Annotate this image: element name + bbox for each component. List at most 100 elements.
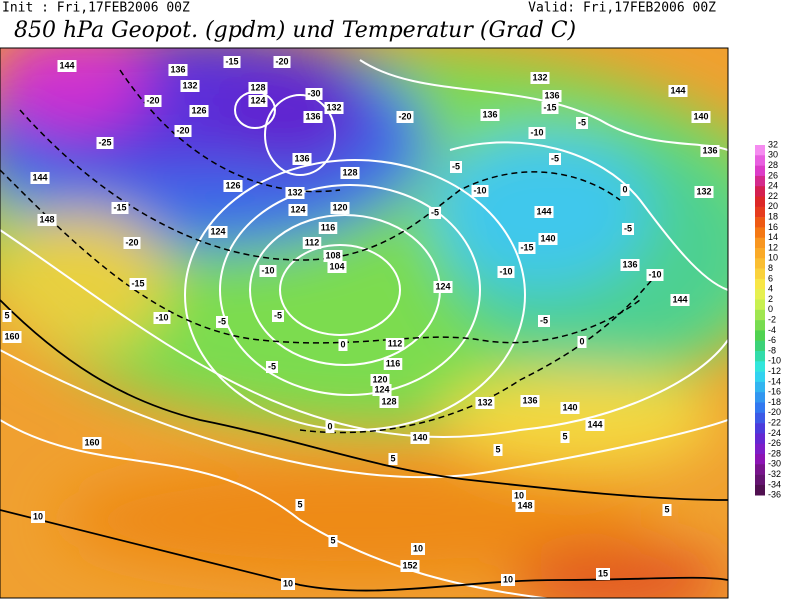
colorbar-band — [755, 484, 765, 496]
isohypse-label: 132 — [477, 397, 492, 407]
isotherm-label-box — [271, 310, 285, 322]
isohypse-label-box — [208, 226, 228, 238]
isotherm-label: -20 — [125, 237, 138, 247]
colorbar-band — [755, 474, 765, 486]
colorbar-label: 16 — [768, 222, 778, 232]
isotherm-label-box — [325, 421, 335, 433]
isotherm-label-box — [223, 56, 241, 68]
isohypse-label-box — [168, 64, 188, 76]
isohypse-label-box — [30, 172, 50, 184]
isohypse-label-box — [670, 294, 690, 306]
isotherm-label-box — [497, 266, 515, 278]
isotherm-label-box — [493, 444, 503, 456]
colorbar-label: 18 — [768, 211, 778, 221]
colorbar-band — [755, 155, 765, 166]
isohypse-label: 136 — [702, 145, 717, 155]
isohypse-label-box — [327, 261, 347, 273]
isotherm-label-box — [144, 95, 162, 107]
colorbar-label: 6 — [768, 273, 773, 283]
colorbar-band — [755, 299, 765, 311]
isohypse-label-box — [340, 167, 360, 179]
isotherm-label-box — [305, 88, 323, 100]
isotherm-label-box — [621, 223, 635, 235]
isotherm-label: -5 — [218, 316, 226, 326]
colorbar-band — [755, 351, 765, 362]
isohypse-label-box — [530, 72, 550, 84]
isotherm-label: 0 — [622, 184, 627, 194]
isohypse-label-box — [189, 105, 209, 117]
isotherm-label: -10 — [473, 185, 486, 195]
isotherm-label: -5 — [551, 153, 559, 163]
isohypse-label: 132 — [326, 102, 341, 112]
isohypse-label-box — [520, 395, 540, 407]
colorbar-band — [755, 443, 765, 455]
colorbar-band — [755, 402, 765, 414]
isotherm-label-box — [560, 431, 570, 443]
isohypse-label: 120 — [372, 374, 387, 384]
colorbar-band — [755, 227, 765, 238]
isotherm-label-box — [215, 316, 229, 328]
colorbar-band — [755, 309, 765, 321]
isotherm-label-box — [500, 574, 516, 586]
isohypse-label-box — [385, 338, 405, 350]
isohypse-label: 124 — [290, 204, 305, 214]
colorbar-label: 14 — [768, 232, 778, 242]
isotherm-label: -5 — [431, 207, 439, 217]
colorbar-label: -8 — [768, 345, 776, 355]
isotherm-label: -10 — [648, 269, 661, 279]
colorbar-band — [755, 381, 765, 393]
isotherm-label-box — [595, 568, 611, 580]
isohypse-label: 124 — [250, 95, 265, 105]
isotherm-label: 10 — [413, 543, 423, 553]
colorbar-label: 32 — [768, 139, 778, 149]
isohypses — [0, 59, 728, 598]
isohypse-label: 136 — [170, 64, 185, 74]
isotherm-label-box — [153, 312, 171, 324]
isotherm-label-box — [280, 578, 296, 590]
isotherm-label: -10 — [530, 127, 543, 137]
isohypse-label: 148 — [517, 500, 532, 510]
isotherm-label-box — [388, 453, 398, 465]
isotherm-label: 5 — [562, 431, 567, 441]
isohypse-label: 140 — [693, 111, 708, 121]
isohypse-label: 116 — [386, 358, 401, 368]
colorbar-band — [755, 361, 765, 372]
isohypse-label-box — [515, 500, 535, 512]
colorbar-label: 24 — [768, 181, 778, 191]
isohypse-label-box — [248, 95, 268, 107]
isohypse-label: 124 — [210, 226, 225, 236]
isohypse-label: 124 — [435, 281, 450, 291]
colorbar-band — [755, 330, 765, 341]
colorbar-label: -4 — [768, 325, 776, 335]
isohypse-label: 144 — [59, 60, 74, 70]
isotherm-label: 5 — [330, 535, 335, 545]
colorbar-band — [755, 289, 765, 300]
map-frame — [0, 47, 729, 599]
colorbar-band — [755, 237, 765, 249]
isotherm-label-box — [511, 490, 527, 502]
isohypse-label: 132 — [182, 80, 197, 90]
isohypse-label: 136 — [294, 153, 309, 163]
colorbar-label: -12 — [768, 366, 781, 376]
colorbar-label: 22 — [768, 191, 778, 201]
isohypse-label-box — [2, 331, 22, 343]
isotherm-label: -15 — [113, 202, 126, 212]
colorbar-band — [755, 217, 765, 228]
colorbar-band — [755, 186, 765, 197]
isohypse-label: 116 — [321, 222, 336, 232]
colorbar-label: 12 — [768, 242, 778, 252]
colorbar-label: -36 — [768, 490, 781, 500]
colorbar-band — [755, 320, 765, 331]
isotherm-label-box — [111, 202, 129, 214]
colorbar-label: 8 — [768, 263, 773, 273]
isotherm-label-box — [577, 336, 587, 348]
isohypse-label: 132 — [696, 186, 711, 196]
isotherm-label-box — [174, 125, 192, 137]
isotherm-label-box — [129, 278, 147, 290]
isotherm-label-box — [338, 339, 348, 351]
colorbar-label: -14 — [768, 376, 781, 386]
isotherm-label-box — [662, 504, 672, 516]
isohypse-label: 160 — [84, 437, 99, 447]
isotherm-label: -10 — [155, 312, 168, 322]
isohypse-label: 140 — [562, 402, 577, 412]
